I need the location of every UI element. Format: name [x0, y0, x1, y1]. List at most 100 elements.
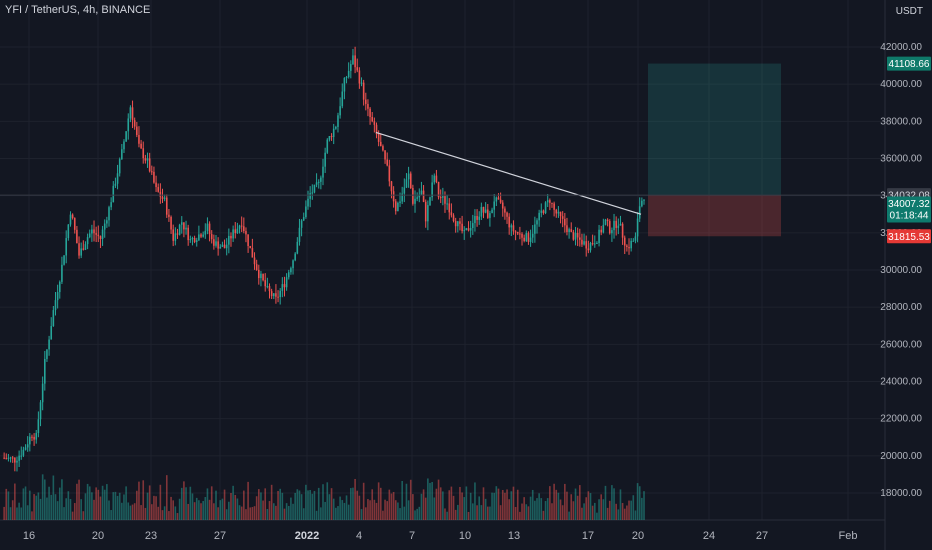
volume-bar [296, 489, 299, 520]
volume-bar [538, 493, 540, 520]
candle-body [67, 224, 70, 239]
volume-bar [367, 499, 369, 520]
volume-bar [114, 491, 117, 520]
volume-bar [221, 498, 224, 520]
candle-body [71, 214, 74, 219]
candle-body [516, 231, 519, 234]
candle-body [581, 239, 583, 245]
volume-bar [345, 495, 348, 520]
volume-bar [523, 497, 525, 520]
candle-body [234, 229, 237, 234]
candle-body [50, 326, 53, 340]
volume-bar [427, 478, 429, 520]
x-tick-label: 10 [459, 530, 471, 542]
candle-body [93, 229, 95, 234]
candle-body [375, 124, 378, 135]
candle-body [118, 159, 121, 174]
volume-bar [506, 489, 508, 520]
volume-bar [54, 494, 57, 520]
candle-body [405, 179, 408, 188]
candle-body [632, 240, 635, 242]
volume-bar [534, 500, 536, 520]
candle-body [555, 209, 558, 214]
candle-body [437, 181, 440, 198]
candle-body [82, 248, 85, 250]
candle-body [251, 248, 254, 258]
candle-body [553, 203, 555, 210]
candle-body [427, 205, 429, 222]
candle-body [450, 212, 453, 216]
volume-bar [305, 484, 307, 520]
volume-bar [347, 504, 350, 520]
candle-body [138, 134, 140, 144]
volume-bar [591, 505, 594, 520]
volume-bar [371, 489, 374, 520]
candle-body [501, 202, 504, 209]
volume-bar [397, 502, 399, 520]
candle-body [382, 146, 384, 151]
volume-bar [365, 507, 367, 520]
candle-body [589, 243, 592, 251]
volume-bar [281, 492, 284, 520]
volume-bar [630, 500, 632, 520]
volume-bar [474, 482, 476, 520]
y-tick-label: 22000.00 [880, 414, 922, 425]
candle-body [489, 213, 491, 218]
volume-bar [116, 495, 119, 520]
x-tick-label: 13 [508, 530, 520, 542]
candle-body [444, 196, 446, 204]
volume-bar [80, 499, 82, 520]
volume-bar [553, 483, 555, 520]
volume-bar [617, 509, 620, 520]
time-axis[interactable]: 16 20 23 27 2022 4 7 10 13 17 20 24 27 Feb [23, 530, 858, 542]
candle-body [418, 194, 421, 198]
currency-label[interactable]: USDT [895, 6, 923, 17]
volume-bar [369, 500, 371, 520]
candle-body [341, 91, 344, 107]
candle-body [210, 234, 213, 240]
candle-body [294, 253, 296, 261]
volume-bar [159, 484, 162, 520]
candle-body [5, 458, 8, 460]
symbol-title[interactable]: YFI / TetherUS, 4h, BINANCE [5, 4, 151, 16]
candle-body [178, 224, 181, 235]
candle-body [442, 196, 444, 198]
volume-bar [536, 498, 538, 520]
price-axis[interactable]: 18000.00 20000.00 22000.00 24000.00 26000.00… [880, 42, 922, 499]
y-tick-label: 26000.00 [880, 339, 922, 350]
candle-body [399, 201, 401, 203]
candle-body [146, 158, 149, 161]
candle-body [16, 460, 18, 463]
candle-body [307, 198, 309, 207]
candle-body [225, 244, 228, 249]
volume-bar [153, 495, 155, 520]
candle-body [454, 221, 457, 227]
candle-body [330, 136, 333, 138]
volume-bar [375, 502, 378, 520]
volume-bar [16, 507, 18, 520]
candle-body [202, 234, 204, 237]
volume-bar [14, 483, 16, 520]
volume-bar [172, 500, 174, 520]
volume-bar [183, 481, 185, 520]
grid [0, 0, 886, 550]
candle-body [566, 225, 568, 233]
volume-bar [283, 508, 286, 520]
volume-bar [454, 509, 457, 520]
volume-bar [307, 490, 309, 520]
candle-body [204, 230, 207, 235]
volume-bar [31, 511, 33, 520]
y-tick-label: 38000.00 [880, 116, 922, 127]
candle-body [258, 269, 260, 279]
x-tick-label: 23 [145, 530, 157, 542]
candle-body [557, 211, 560, 214]
volume-bar [165, 475, 168, 520]
volume-bar [525, 504, 528, 520]
y-tick-label: 18000.00 [880, 488, 922, 499]
candle-body [478, 216, 481, 220]
candle-body [33, 436, 35, 440]
volume-bar [228, 501, 230, 520]
volume-bar [472, 503, 474, 520]
candle-body [287, 272, 290, 278]
